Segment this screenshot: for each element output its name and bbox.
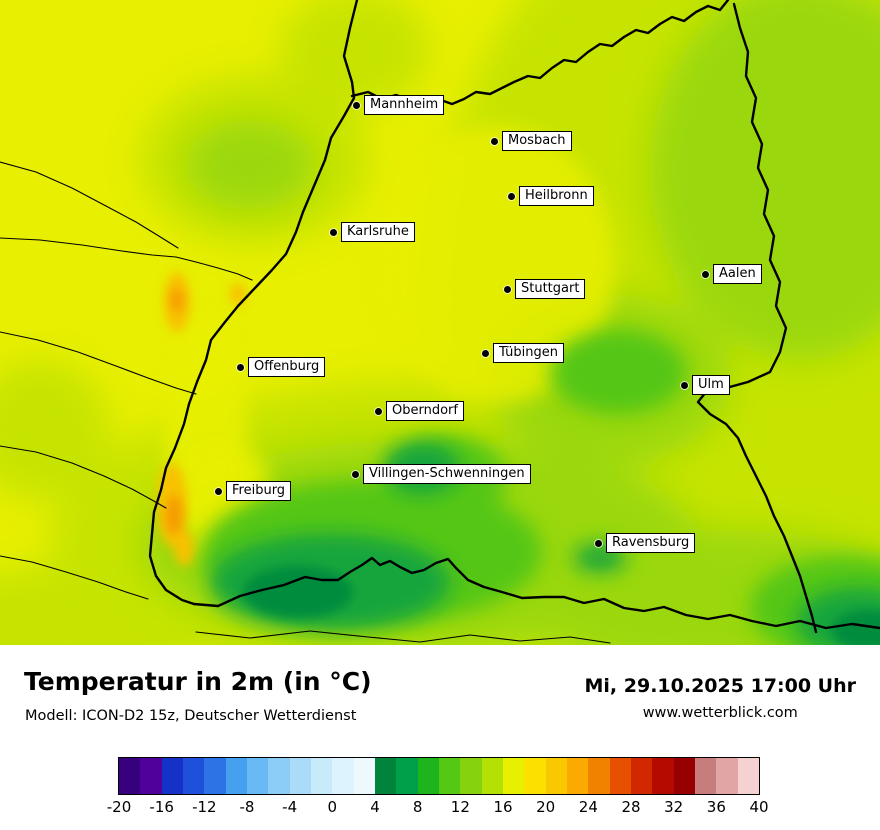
- legend-color-segment: [289, 758, 311, 794]
- legend-color-segment: [268, 758, 290, 794]
- city-label: Tübingen: [493, 342, 564, 363]
- legend-color-segment: [652, 758, 674, 794]
- legend-tick-label: 16: [493, 798, 513, 816]
- map-footer: Temperatur in 2m (in °C) Modell: ICON-D2…: [0, 645, 880, 830]
- legend-color-segment: [225, 758, 247, 794]
- city-label: Villingen-Schwenningen: [363, 463, 531, 484]
- city-dot: [352, 101, 360, 109]
- legend-tick-label: -16: [149, 798, 174, 816]
- legend-colorbar: [118, 757, 760, 795]
- city-dot: [481, 349, 489, 357]
- legend-color-segment: [161, 758, 183, 794]
- legend-color-segment: [716, 758, 738, 794]
- legend-tick-label: -20: [106, 798, 132, 816]
- legend-color-segment: [417, 758, 439, 794]
- legend-color-segment: [119, 758, 141, 794]
- legend-color-segment: [396, 758, 418, 794]
- legend-color-segment: [374, 758, 397, 794]
- legend-tick-label: 28: [621, 798, 641, 816]
- legend-tick-label: 40: [749, 798, 769, 816]
- website-url: www.wetterblick.com: [642, 705, 798, 721]
- legend-color-segment: [673, 758, 695, 794]
- legend-color-segment: [545, 758, 567, 794]
- legend-tick-label: 12: [450, 798, 470, 816]
- city-label: Ravensburg: [606, 532, 696, 553]
- city-label: Freiburg: [226, 480, 292, 501]
- city-dot: [701, 270, 709, 278]
- city-label: Offenburg: [248, 356, 326, 377]
- city-dot: [594, 539, 602, 547]
- city-label: Aalen: [713, 263, 762, 284]
- city-dot: [503, 285, 511, 293]
- legend-tick-label: -12: [192, 798, 217, 816]
- legend-color-segment: [204, 758, 226, 794]
- city-label: Mannheim: [364, 94, 445, 115]
- city-dot: [490, 137, 498, 145]
- city-label: Karlsruhe: [341, 221, 415, 242]
- legend-tick-label: 0: [327, 798, 338, 816]
- temperature-map: Mannheim Mosbach Heilbronn Karlsruhe Aalen St…: [0, 0, 880, 645]
- legend-color-segment: [481, 758, 503, 794]
- legend-tick-labels: -20 -16 -12 -8 -4 0 4 8 12 16 20 24 28 32 36 40: [107, 798, 769, 818]
- legend-tick-label: 24: [578, 798, 598, 816]
- legend-color-segment: [310, 758, 333, 794]
- legend-tick-label: 8: [412, 798, 423, 816]
- city-dot: [236, 363, 244, 371]
- footer-right-column: Mi, 29.10.2025 17:00 Uhr www.wetterblick…: [585, 675, 856, 721]
- legend-color-segment: [502, 758, 525, 794]
- temperature-raster: [0, 0, 880, 645]
- city-label: Mosbach: [502, 130, 572, 151]
- legend-tick-label: 20: [536, 798, 556, 816]
- legend-color-segment: [438, 758, 461, 794]
- legend-color-segment: [353, 758, 375, 794]
- city-label: Ulm: [692, 374, 730, 395]
- legend-color-segment: [246, 758, 269, 794]
- legend-tick-label: 4: [370, 798, 380, 816]
- legend-color-segment: [630, 758, 653, 794]
- city-label: Oberndorf: [386, 400, 464, 421]
- temperature-field: [0, 0, 880, 645]
- legend-color-segment: [566, 758, 589, 794]
- city-dot: [351, 470, 359, 478]
- forecast-datetime: Mi, 29.10.2025 17:00 Uhr: [584, 675, 856, 697]
- legend-color-segment: [460, 758, 482, 794]
- legend-color-segment: [609, 758, 631, 794]
- city-dot: [374, 407, 382, 415]
- legend-color-segment: [332, 758, 354, 794]
- city-label: Heilbronn: [519, 185, 594, 206]
- city-label: Stuttgart: [515, 278, 586, 299]
- map-title: Temperatur in 2m (in °C): [24, 667, 372, 696]
- model-info: Modell: ICON-D2 15z, Deutscher Wetterdie…: [25, 708, 357, 724]
- legend-color-segment: [588, 758, 610, 794]
- legend-tick-label: 32: [664, 798, 684, 816]
- city-dot: [214, 487, 222, 495]
- city-dot: [507, 192, 515, 200]
- city-dot: [680, 381, 688, 389]
- legend-tick-label: -8: [239, 798, 255, 816]
- map-cities: Mannheim Mosbach Heilbronn Karlsruhe Aalen St…: [214, 94, 762, 553]
- legend-color-segment: [524, 758, 546, 794]
- legend-tick-label: 36: [706, 798, 726, 816]
- legend-color-segment: [140, 758, 162, 794]
- legend-tick-label: -4: [282, 798, 298, 816]
- legend-color-segment: [737, 758, 759, 794]
- city-dot: [329, 228, 337, 236]
- legend-color-segment: [694, 758, 717, 794]
- legend-color-segment: [182, 758, 205, 794]
